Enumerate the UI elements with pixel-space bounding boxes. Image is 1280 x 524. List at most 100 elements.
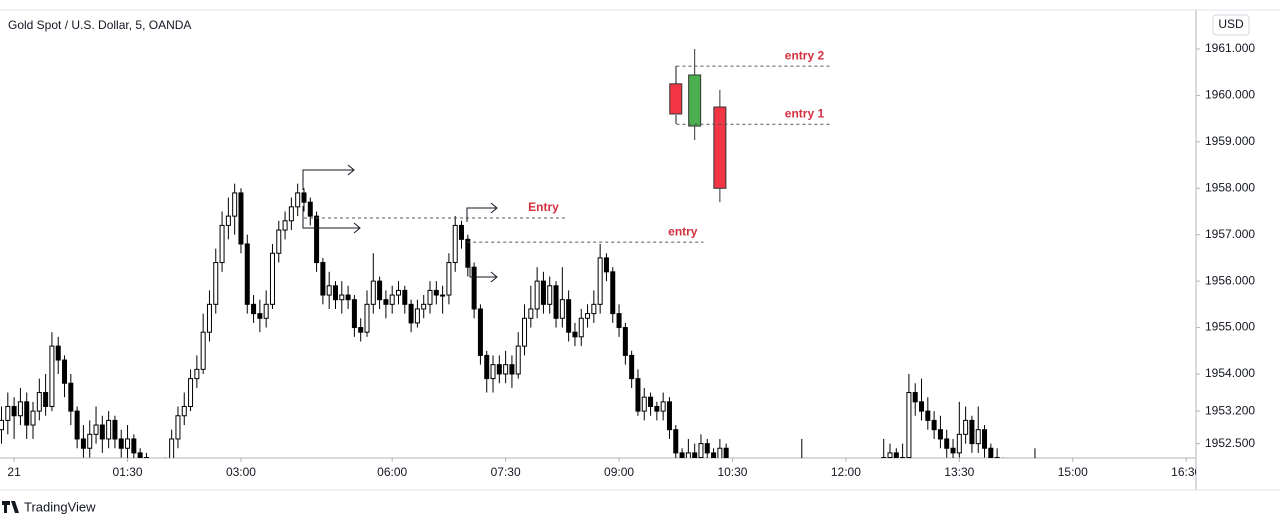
candle-body (471, 266, 477, 310)
y-tick-label: 1958.000 (1205, 180, 1255, 194)
candle-body (68, 382, 74, 412)
logo-icon (2, 501, 19, 513)
candle-body (459, 224, 465, 240)
y-tick-label: 1953.200 (1205, 403, 1255, 417)
candle-body (572, 331, 578, 338)
candle-body (666, 401, 672, 431)
time-axis: 21 01:30 03:00 06:00 07:30 09:00 10:30 12:00 13:… (7, 458, 1201, 479)
candle-body (326, 285, 332, 296)
candle-body (181, 405, 187, 417)
candle-body (232, 192, 238, 217)
candle-body (200, 331, 206, 370)
candle-body (969, 419, 975, 445)
candle-body (704, 443, 710, 454)
price-axis: 1961.000 1960.000 1959.000 1958.000 1957.000… (1196, 41, 1255, 450)
drawn-candle (713, 89, 727, 203)
candle-body (389, 294, 395, 305)
candle-body (307, 201, 313, 217)
arrow (466, 202, 498, 222)
candle-body (219, 224, 225, 264)
candle-body (80, 438, 86, 449)
candle-body (906, 392, 912, 458)
candle-body (99, 424, 105, 440)
candle-body (912, 392, 918, 403)
currency-button[interactable] (1212, 14, 1250, 36)
candle-body (433, 289, 439, 296)
candle-body (93, 424, 99, 435)
currency-label: USD (1218, 17, 1244, 31)
candle-body (597, 257, 603, 305)
arrow (302, 164, 355, 190)
candle-body (893, 452, 899, 458)
candle-body (603, 257, 609, 273)
candle-body (622, 327, 628, 356)
candle-body (339, 294, 345, 301)
candle-body (679, 452, 685, 458)
candle-body (591, 303, 597, 315)
candle-body (5, 405, 11, 421)
candle-body (320, 262, 326, 296)
x-tick-label: 15:00 (1058, 465, 1088, 479)
candle-body (238, 192, 244, 245)
y-tick-label: 1952.500 (1205, 436, 1255, 450)
candle-body (515, 345, 521, 375)
candle-body (24, 401, 30, 426)
candle-body (295, 192, 301, 208)
candle-body (944, 438, 950, 449)
candle-body (213, 262, 219, 305)
candle-body (351, 299, 357, 329)
candle-body (900, 457, 906, 458)
candle-body (288, 206, 294, 222)
candle-body (74, 410, 80, 440)
y-tick-label: 1961.000 (1205, 41, 1255, 55)
candle-body (269, 252, 275, 305)
candle-body (143, 457, 149, 458)
candle-body (956, 433, 962, 454)
x-tick-label: 21 (7, 465, 21, 479)
candle-body (225, 215, 231, 226)
candle-body (188, 378, 194, 407)
candle-body (950, 447, 956, 454)
candle-body (263, 303, 269, 319)
candle-body (988, 447, 994, 458)
plot-area: entry 2 entry 1 Entry entry (0, 48, 1036, 458)
candle-body (547, 285, 553, 305)
x-tick-label: 16:30 (1171, 465, 1201, 479)
drawn-candle-body (713, 106, 727, 189)
candle-body (465, 238, 471, 268)
candle-body (408, 303, 414, 324)
chart-title: Gold Spot / U.S. Dollar, 5, OANDA (8, 18, 191, 32)
candle-body (654, 405, 660, 412)
candle-body (414, 308, 420, 324)
y-tick-label: 1954.000 (1205, 366, 1255, 380)
candle-body (370, 280, 376, 305)
candle-body (982, 429, 988, 449)
candle-body (62, 359, 68, 384)
candle-body (711, 452, 717, 458)
candle-body (30, 410, 36, 426)
candle-body (276, 229, 282, 254)
candle-body (553, 285, 559, 319)
candle-body (118, 438, 124, 449)
candle-body (421, 303, 427, 310)
candle-body (477, 308, 483, 356)
candle-body (641, 396, 647, 412)
candle-body (257, 313, 263, 319)
candle-body (452, 224, 458, 264)
candle-body (578, 317, 584, 338)
candle-body (446, 262, 452, 296)
candle-body (559, 299, 565, 319)
candle-body (717, 447, 723, 458)
x-tick-label: 03:00 (226, 465, 256, 479)
candle-body (528, 308, 534, 319)
candle-body (540, 280, 546, 305)
candle-body (723, 447, 729, 458)
candle-body (685, 452, 691, 458)
drawn-candle-body (669, 83, 683, 115)
candle-body (673, 429, 679, 454)
arrow (469, 262, 498, 283)
candle-body (169, 438, 175, 458)
x-tick-label: 09:00 (604, 465, 634, 479)
